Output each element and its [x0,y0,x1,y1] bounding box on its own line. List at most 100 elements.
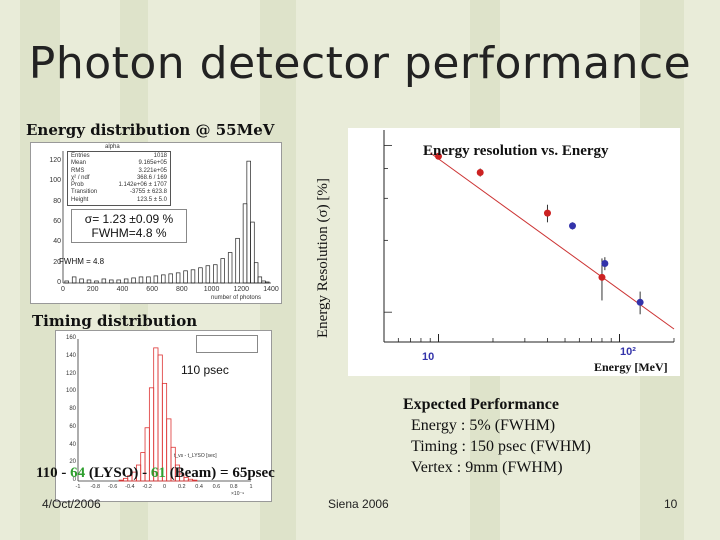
timing-histogram [77,339,251,482]
energy-hist-bar [71,276,77,284]
y-tick-label: 0 [57,279,61,286]
stats-value: -3755 ± 623.8 [130,189,167,196]
stats-row: Transition -3755 ± 623.8 [71,189,167,196]
expected-heading: Expected Performance [403,396,559,413]
timing-hist-bar [153,347,159,482]
stats-key: Mean [71,160,87,167]
resolution-y-axis-label: Energy Resolution (σ) [%] [315,178,331,338]
stats-row: Entries 1018 [71,153,167,160]
expected-timing: Timing : 150 psec (FWHM) [411,438,591,455]
footer-event: Siena 2006 [328,497,389,511]
timing-hist-bar [157,354,163,482]
stats-value: 1018 [153,153,167,159]
x-axis-label: Energy [MeV] [594,360,668,374]
x-tick-label: 1000 [203,286,220,293]
y-tick-label: 20 [53,258,61,266]
x-tick-label: -0.8 [90,484,101,490]
stats-key: χ² / ndf [71,174,90,181]
energy-hist-bar [205,265,211,284]
beam-value: 61 [150,465,166,481]
x-tick-label: 1 [249,484,253,490]
y-tick-label: 80 [69,406,76,412]
y-tick-label: 60 [53,218,61,226]
y-tick-label: 60 [69,423,76,430]
energy-hist-bar [253,262,259,284]
stats-value: 9.165e+05 [138,160,167,167]
energy-hist-bar [109,279,114,284]
hist-name: alpha [105,144,120,150]
timing-hist-bar [192,479,198,482]
x-tick-label: 400 [116,286,129,293]
expected-performance: Expected Performance Energy : 5% (FWHM) … [403,394,591,478]
resolution-plot [383,130,675,343]
x-tick-10: 10 [422,351,435,363]
energy-hist-bar [94,280,99,284]
y-tick-label: 160 [65,335,76,341]
x-tick-label: -0.2 [142,484,152,490]
expected-vertex: Vertex : 9mm (FWHM) [411,459,563,476]
energy-hist-bar [250,221,255,284]
x-tick-label: 0 [162,484,167,490]
data-point [636,298,644,306]
energy-hist-bar [213,264,218,284]
resolution-plot-panel: Energy resolution vs. Energy 10 10² Ener… [348,128,680,376]
expected-energy: Energy : 5% (FWHM) [411,417,556,434]
data-point [569,222,577,230]
lyso-value: 64 [70,465,86,481]
y-tick-label: 120 [49,157,61,165]
energy-hist-bar [138,276,144,284]
lyso-text: (LYSO) - [85,465,151,481]
footer-page-number: 10 [664,497,678,511]
energy-hist-bar [64,280,69,284]
x-tick-label: 0.2 [177,484,186,490]
data-point [434,152,442,160]
x-tick-label: 0.8 [229,484,238,490]
stats-key: Prob [71,182,84,189]
y-tick-label: 40 [53,238,61,246]
x-tick-label: 1400 [263,286,279,293]
y-tick-label: 140 [65,352,76,359]
x-tick-label: -0.6 [107,484,118,490]
energy-hist-bar [123,278,129,284]
fwhm-text: FWHM=4.8 % [91,226,167,240]
stats-box [196,335,258,353]
y-tick-label: 100 [65,388,76,395]
sigma-text: σ= 1.23 ±0.09 % [84,212,174,226]
x-tick-label: 0.4 [195,484,203,490]
energy-hist-bar [261,280,266,284]
energy-hist-bar [265,281,270,284]
x-axis-exponent: ×10⁻⁹ [231,491,245,497]
energy-hist-bar [220,258,225,284]
stats-value: 1.142e+06 ± 1707 [118,182,167,189]
y-tick-label: 120 [65,370,76,377]
x-tick-label: 0.6 [212,484,221,490]
energy-hist-bar [168,273,173,284]
slide-title: Photon detector performance [28,38,692,89]
stats-value: 3.221e+05 [138,167,167,174]
energy-hist-bar [153,275,159,284]
stats-key: Height [71,196,89,203]
x-tick-label: -1 [75,484,81,490]
energy-distribution-label: Energy distribution @ 55MeV [26,121,275,139]
energy-hist-bar [190,269,196,284]
stats-key: Transition [71,189,98,196]
energy-hist-bar [86,279,92,284]
energy-hist-bar [79,278,84,284]
timing-histogram-panel: 160 140 120 100 80 60 40 20 0 -1 -0.8 -0.6 -0.4 -0.2… [55,330,272,502]
timing-suffix: (Beam) = 65psec [165,465,275,481]
energy-hist-bar [242,203,248,284]
x-tick-label: 0 [61,286,65,293]
energy-hist-bar [116,279,121,284]
timing-hist-bar [174,464,181,482]
stats-box: Entries 1018 Mean 9.165e+05 RMS 3.221e+05 χ² /… [67,151,171,207]
x-axis-label: t_vs - t_LYSO [sec] [174,453,217,459]
energy-hist-bar [146,276,151,284]
energy-hist-bar [227,252,233,284]
timing-distribution-label: Timing distribution [32,312,198,330]
stats-key: RMS [71,167,85,174]
timing-hist-bar [170,446,176,482]
fwhm-small-label: FWHM = 4.8 [59,257,105,266]
energy-histogram [62,151,271,284]
y-tick-label: 40 [69,441,76,448]
resolution-annotation: σ= 1.23 ±0.09 % FWHM=4.8 % [71,209,187,243]
